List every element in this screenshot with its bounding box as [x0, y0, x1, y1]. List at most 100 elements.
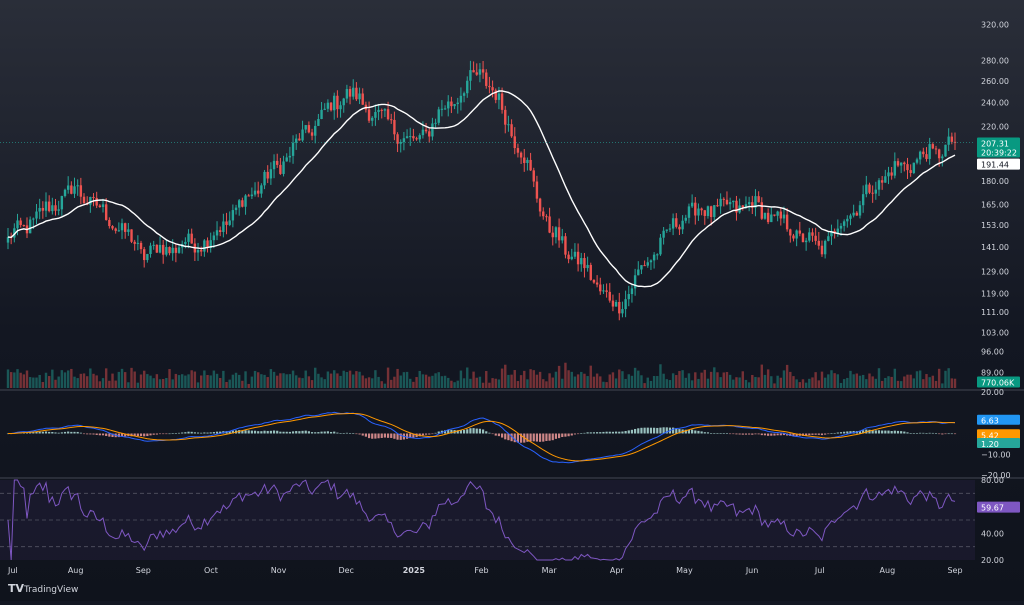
macd-histogram-bar — [808, 433, 811, 436]
volume-bar — [621, 371, 624, 388]
macd-histogram-bar — [371, 433, 374, 439]
candle — [820, 240, 824, 257]
volume-bar — [196, 382, 200, 388]
candle — [399, 139, 402, 153]
volume-bar — [586, 376, 589, 388]
macd-histogram-bar — [643, 427, 646, 434]
candle — [215, 221, 219, 241]
candle — [605, 283, 608, 298]
candle — [595, 275, 599, 288]
volume-bar — [678, 371, 681, 388]
candle — [475, 63, 478, 76]
macd-histogram-bar — [450, 429, 453, 434]
volume-bar — [817, 380, 821, 388]
candle — [656, 253, 659, 260]
candle — [152, 240, 155, 250]
macd-histogram-bar — [554, 433, 558, 439]
macd-histogram-bar — [253, 430, 257, 434]
y-tick-label: 240.00 — [981, 99, 1009, 108]
svg-text:59.67: 59.67 — [981, 504, 1004, 513]
volume-bar — [770, 376, 773, 388]
macd-histogram-bar — [48, 431, 51, 434]
macd-histogram-bar — [884, 430, 887, 434]
candle — [260, 183, 263, 198]
volume-bar — [519, 375, 523, 388]
macd-histogram-bar — [830, 433, 833, 434]
macd-histogram-bar — [551, 433, 554, 441]
volume-bar — [548, 373, 551, 388]
candle — [896, 158, 900, 168]
volume-bar — [206, 375, 209, 388]
macd-histogram-bar — [906, 432, 909, 434]
volume-bar — [149, 375, 152, 388]
volume-bar — [823, 377, 827, 388]
volume-bar — [947, 368, 950, 388]
volume-bar — [934, 380, 938, 388]
y-tick-label: 96.00 — [981, 348, 1004, 357]
candle — [507, 115, 510, 132]
macd-histogram-bar — [757, 433, 760, 435]
volume-bar — [915, 371, 919, 388]
macd-histogram-bar — [421, 433, 425, 436]
macd-histogram-bar — [624, 430, 627, 434]
volume-bar — [348, 370, 352, 388]
candle — [380, 108, 383, 119]
y-tick-label: 280.00 — [981, 57, 1009, 66]
macd-histogram-bar — [611, 431, 615, 434]
tradingview-logo[interactable]: TV TradingView — [8, 582, 78, 595]
macd-histogram-bar — [735, 433, 738, 435]
candle — [282, 155, 285, 177]
macd-histogram-bar — [519, 433, 523, 443]
candle — [925, 147, 928, 162]
candle — [6, 228, 10, 250]
volume-bar — [85, 376, 89, 388]
x-tick-label: Oct — [204, 566, 218, 575]
candle — [168, 246, 171, 256]
volume-bar — [285, 374, 288, 388]
candle — [257, 181, 260, 198]
volume-bar — [928, 377, 931, 388]
volume-bar — [443, 375, 447, 388]
volume-bar — [329, 373, 333, 388]
candle — [41, 201, 45, 219]
x-tick-label: May — [676, 566, 693, 575]
rsi-line[interactable] — [7, 479, 956, 561]
volume-bar — [713, 367, 716, 388]
moving-average-line[interactable] — [7, 90, 956, 288]
macd-histogram-bar — [827, 433, 830, 435]
candle — [228, 211, 231, 227]
volume-bar — [795, 379, 798, 388]
macd-histogram-bar — [320, 431, 323, 434]
volume-bar — [440, 376, 444, 388]
candle — [592, 279, 596, 284]
macd-histogram-bar — [478, 428, 482, 434]
volume-bar — [887, 376, 890, 388]
candle — [719, 193, 722, 214]
macd-histogram-bar — [244, 430, 247, 434]
volume-bar — [120, 368, 124, 388]
macd-histogram-bar — [507, 433, 510, 441]
volume-bar — [931, 375, 935, 388]
macd-histogram-bar — [561, 433, 564, 438]
volume-bar — [709, 371, 713, 388]
macd-histogram-bar — [510, 433, 513, 442]
volume-bar — [811, 377, 814, 388]
volume-bar — [681, 370, 684, 388]
volume-bar — [60, 370, 64, 388]
macd-histogram-bar — [586, 432, 589, 434]
macd-histogram-bar — [931, 432, 934, 434]
candle — [241, 197, 244, 208]
y-tick-label: 320.00 — [981, 20, 1009, 29]
signal-line[interactable] — [7, 412, 956, 462]
candle — [130, 229, 133, 244]
y-tick-label: 260.00 — [981, 77, 1009, 86]
macd-histogram-bar — [73, 431, 76, 434]
volume-bar — [342, 370, 345, 388]
y-tick-label: 153.00 — [981, 221, 1009, 230]
volume-bar — [333, 370, 336, 388]
candle — [548, 207, 551, 234]
volume-bar — [459, 370, 463, 388]
candle — [222, 213, 225, 238]
candle — [690, 194, 694, 208]
